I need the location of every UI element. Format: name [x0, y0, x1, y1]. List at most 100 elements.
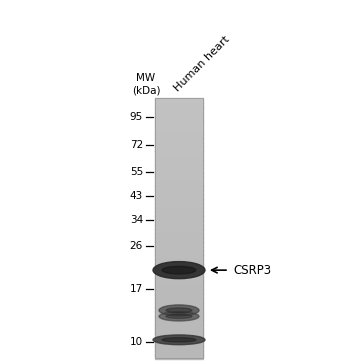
Bar [155, 292, 203, 293]
Bar [155, 209, 203, 210]
Bar [155, 264, 203, 266]
Bar [155, 285, 203, 287]
Bar [155, 131, 203, 132]
Bar [155, 190, 203, 192]
Bar [155, 218, 203, 219]
Bar [155, 277, 203, 279]
Bar [155, 258, 203, 260]
Bar [155, 340, 203, 341]
Bar [155, 318, 203, 320]
Text: 10: 10 [130, 337, 143, 347]
Bar [155, 346, 203, 348]
Bar [155, 319, 203, 321]
Bar [155, 164, 203, 166]
Bar [155, 153, 203, 154]
Bar [155, 179, 203, 181]
Bar [155, 289, 203, 291]
Bar [155, 273, 203, 275]
Bar [155, 143, 203, 145]
Bar [155, 286, 203, 288]
Bar [155, 172, 203, 174]
Bar [155, 282, 203, 284]
Bar [155, 147, 203, 149]
Bar [155, 98, 203, 100]
Bar [155, 309, 203, 310]
Bar [155, 315, 203, 317]
Bar [155, 146, 203, 148]
Bar [155, 124, 203, 126]
Bar [155, 103, 203, 105]
Bar [155, 254, 203, 256]
Bar [155, 128, 203, 130]
Bar [155, 233, 203, 235]
Bar [155, 155, 203, 157]
Bar [155, 220, 203, 222]
Bar [155, 185, 203, 187]
Text: MW
(kDa): MW (kDa) [132, 73, 160, 95]
Bar [155, 325, 203, 327]
Bar [155, 207, 203, 209]
Bar [155, 294, 203, 296]
Bar [155, 198, 203, 200]
Bar [155, 304, 203, 305]
Bar [155, 332, 203, 334]
Bar [155, 339, 203, 340]
Bar [155, 201, 203, 202]
Bar [155, 210, 203, 211]
Bar [155, 263, 203, 265]
Bar [155, 349, 203, 351]
Ellipse shape [162, 337, 196, 342]
Bar [155, 306, 203, 308]
Bar [155, 236, 203, 238]
Bar [155, 195, 203, 197]
Bar [155, 104, 203, 106]
Bar [155, 249, 203, 250]
Bar [155, 354, 203, 356]
Bar [155, 122, 203, 123]
Bar [155, 310, 203, 312]
Bar [155, 100, 203, 102]
Bar [155, 116, 203, 118]
Bar [155, 305, 203, 306]
Bar [155, 343, 203, 344]
Bar [155, 159, 203, 161]
Bar [155, 157, 203, 158]
Bar [155, 167, 203, 169]
Bar [155, 323, 203, 325]
Bar [155, 214, 203, 215]
Text: CSRP3: CSRP3 [233, 264, 271, 277]
Bar [155, 125, 203, 127]
Bar [155, 314, 203, 316]
Bar [155, 313, 203, 314]
Bar [155, 225, 203, 227]
Bar [155, 357, 203, 359]
Bar [155, 191, 203, 193]
Ellipse shape [159, 305, 199, 316]
Bar [155, 213, 203, 214]
Bar [155, 194, 203, 196]
Bar [155, 268, 203, 270]
Bar [155, 228, 203, 230]
Ellipse shape [162, 266, 196, 274]
Bar [155, 171, 203, 173]
Bar [155, 118, 203, 119]
Bar [155, 186, 203, 188]
Text: 95: 95 [130, 112, 143, 122]
Bar [155, 140, 203, 141]
Bar [155, 120, 203, 122]
Bar [155, 107, 203, 109]
Bar [155, 149, 203, 150]
Bar [155, 242, 203, 244]
Bar [155, 181, 203, 183]
Bar [155, 180, 203, 182]
Bar [155, 127, 203, 128]
Ellipse shape [159, 312, 199, 321]
Bar [155, 328, 203, 330]
Bar [155, 129, 203, 131]
Bar [155, 324, 203, 326]
Ellipse shape [166, 314, 192, 318]
Bar [155, 133, 203, 135]
Bar [155, 211, 203, 213]
Bar [155, 237, 203, 239]
Bar [155, 253, 203, 254]
